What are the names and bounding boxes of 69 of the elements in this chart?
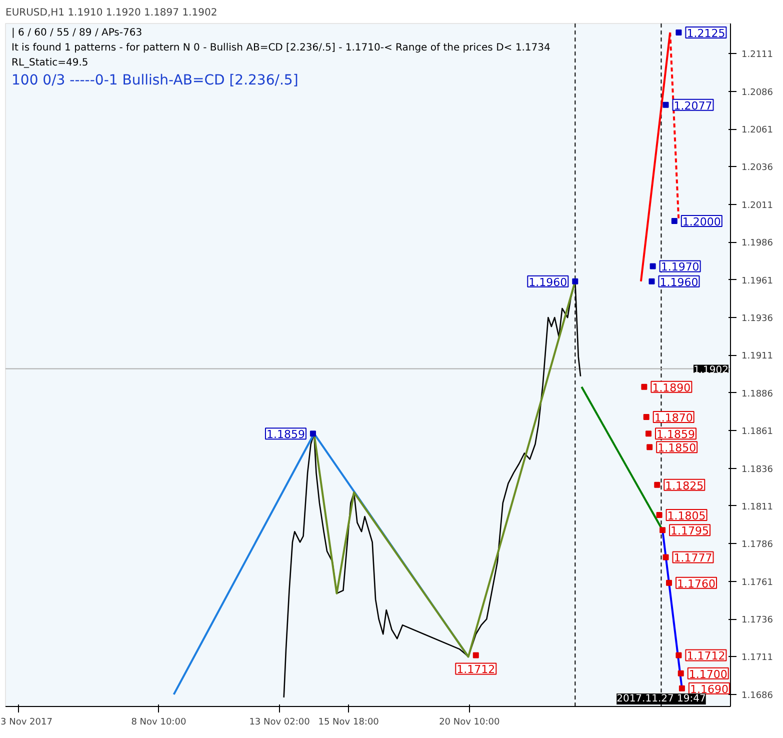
data-label: 1.1960 xyxy=(660,276,698,289)
data-label: 1.2125 xyxy=(686,27,726,40)
y-tick-label: 1.1936 xyxy=(742,314,774,324)
y-tick-label: 1.1986 xyxy=(742,238,774,249)
data-label: 1.1825 xyxy=(665,479,704,492)
point xyxy=(472,652,479,658)
y-tick-label: 1.2011 xyxy=(742,200,773,211)
annotation: RL_Static=49.5 xyxy=(12,58,88,68)
annotation: It is found 1 patterns - for pattern N 0 - Bullish AB=CD [2.236/.5] - 1.1710-< Range of the prices D< 1.1734 xyxy=(12,42,550,54)
x-tick-label: 8 Nov 10:00 xyxy=(131,718,186,728)
point xyxy=(662,102,669,108)
annotation: 100 0/3 -----0-1 Bullish-AB=CD [2.236/.5] xyxy=(12,72,298,88)
point xyxy=(660,527,666,534)
point xyxy=(678,670,684,676)
data-label: 1.1859 xyxy=(266,428,305,442)
data-label: 1.2077 xyxy=(674,99,712,112)
point xyxy=(643,414,650,420)
chart-title: EURUSD,H1 1.1910 1.1920 1.1897 1.1902 xyxy=(6,8,218,18)
data-label: 1.1859 xyxy=(656,428,696,442)
data-label: 1.1890 xyxy=(652,381,691,394)
y-tick-label: 1.1961 xyxy=(742,276,773,286)
x-tick-label: 20 Nov 10:00 xyxy=(439,718,500,728)
y-tick-label: 1.1686 xyxy=(742,690,774,701)
ref-line-label: 2017.11.27 19:47 xyxy=(616,694,706,704)
point xyxy=(646,444,653,450)
data-label: 1.1712 xyxy=(456,663,496,676)
data-label: 1.2000 xyxy=(682,216,721,229)
point xyxy=(650,263,656,270)
x-tick-label: 13 Nov 02:00 xyxy=(249,718,310,728)
data-label: 1.1850 xyxy=(658,442,696,455)
point xyxy=(572,278,578,284)
point xyxy=(656,512,662,518)
data-label: 1.1960 xyxy=(528,276,568,289)
y-tick-label: 1.1761 xyxy=(742,578,773,588)
point xyxy=(648,278,655,284)
point xyxy=(676,30,682,36)
y-tick-label: 1.1911 xyxy=(742,352,773,362)
data-label: 1.1777 xyxy=(674,552,712,565)
y-tick-label: 1.1811 xyxy=(742,502,773,512)
y-tick-label: 1.1886 xyxy=(742,389,774,400)
y-tick-label: 1.1861 xyxy=(742,427,773,438)
y-tick-label: 1.1711 xyxy=(742,653,773,664)
data-label: 1.1795 xyxy=(670,524,710,538)
y-tick-label: 1.2086 xyxy=(742,88,774,98)
y-tick-label: 1.2111 xyxy=(742,50,773,60)
data-label: 1.1805 xyxy=(667,510,706,523)
data-label: 1.1870 xyxy=(654,412,693,425)
data-label: 1.1712 xyxy=(686,650,726,663)
point xyxy=(662,554,669,560)
x-tick-label: 15 Nov 18:00 xyxy=(318,718,380,728)
point xyxy=(666,580,672,586)
x-tick-label: 3 Nov 2017 xyxy=(0,718,52,728)
point xyxy=(678,685,685,692)
y-tick-label: 1.1736 xyxy=(742,616,774,626)
point xyxy=(676,652,682,658)
ref-line-label: 1.1902 xyxy=(694,364,729,376)
point xyxy=(310,430,316,437)
annotation: | 6 / 60 / 55 / 89 / APs-763 xyxy=(12,28,142,38)
y-tick-label: 1.1786 xyxy=(742,540,774,550)
point xyxy=(671,218,678,224)
data-label: 1.1760 xyxy=(677,577,716,590)
data-label: 1.1970 xyxy=(660,260,700,274)
y-tick-label: 1.2036 xyxy=(742,163,774,174)
point xyxy=(641,384,648,390)
point xyxy=(654,482,660,488)
y-tick-label: 1.1836 xyxy=(742,464,774,475)
data-label: 1.1700 xyxy=(688,668,728,681)
y-tick-label: 1.2061 xyxy=(742,126,773,136)
point xyxy=(646,430,652,437)
